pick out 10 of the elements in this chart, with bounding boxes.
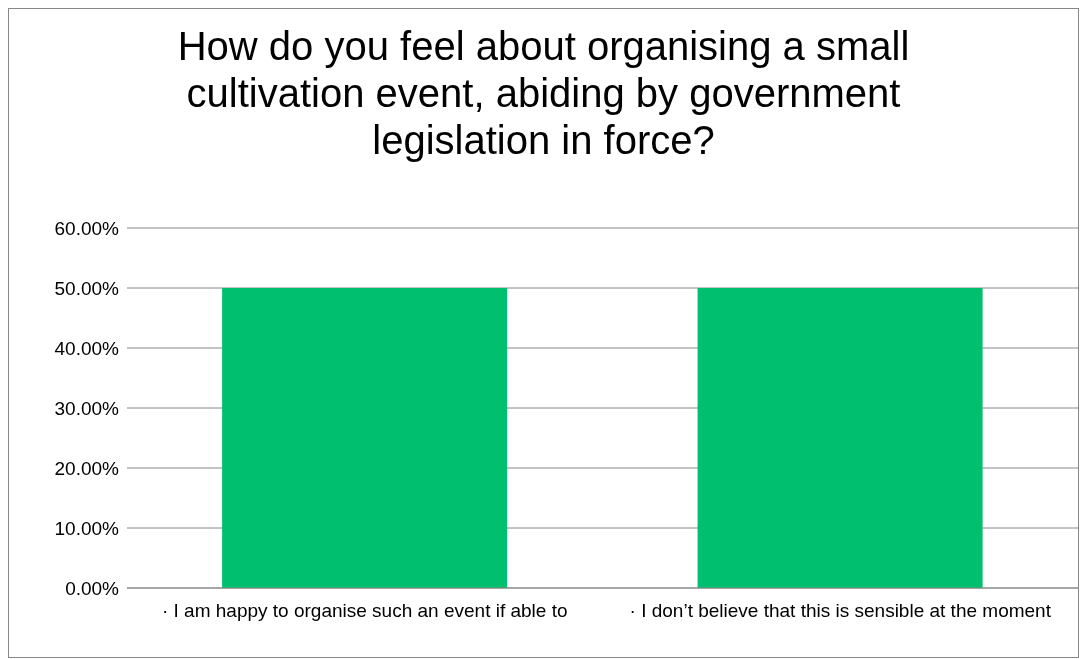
y-tick-label: 40.00%	[54, 337, 120, 359]
y-tick-label: 0.00%	[65, 577, 120, 599]
y-tick-label: 10.00%	[54, 517, 120, 539]
y-tick-label: 20.00%	[54, 457, 120, 479]
x-tick-label: · I don’t believe that this is sensible at the moment	[629, 600, 1052, 622]
y-tick-label: 50.00%	[54, 277, 120, 299]
y-tick-label: 30.00%	[54, 397, 120, 419]
y-tick-label: 60.00%	[54, 217, 120, 239]
chart-title: How do you feel about organising a small cultivation event, abiding by government legislation in force?	[176, 23, 911, 164]
x-tick-label: · I am happy to organise such an event if able to	[161, 600, 568, 622]
